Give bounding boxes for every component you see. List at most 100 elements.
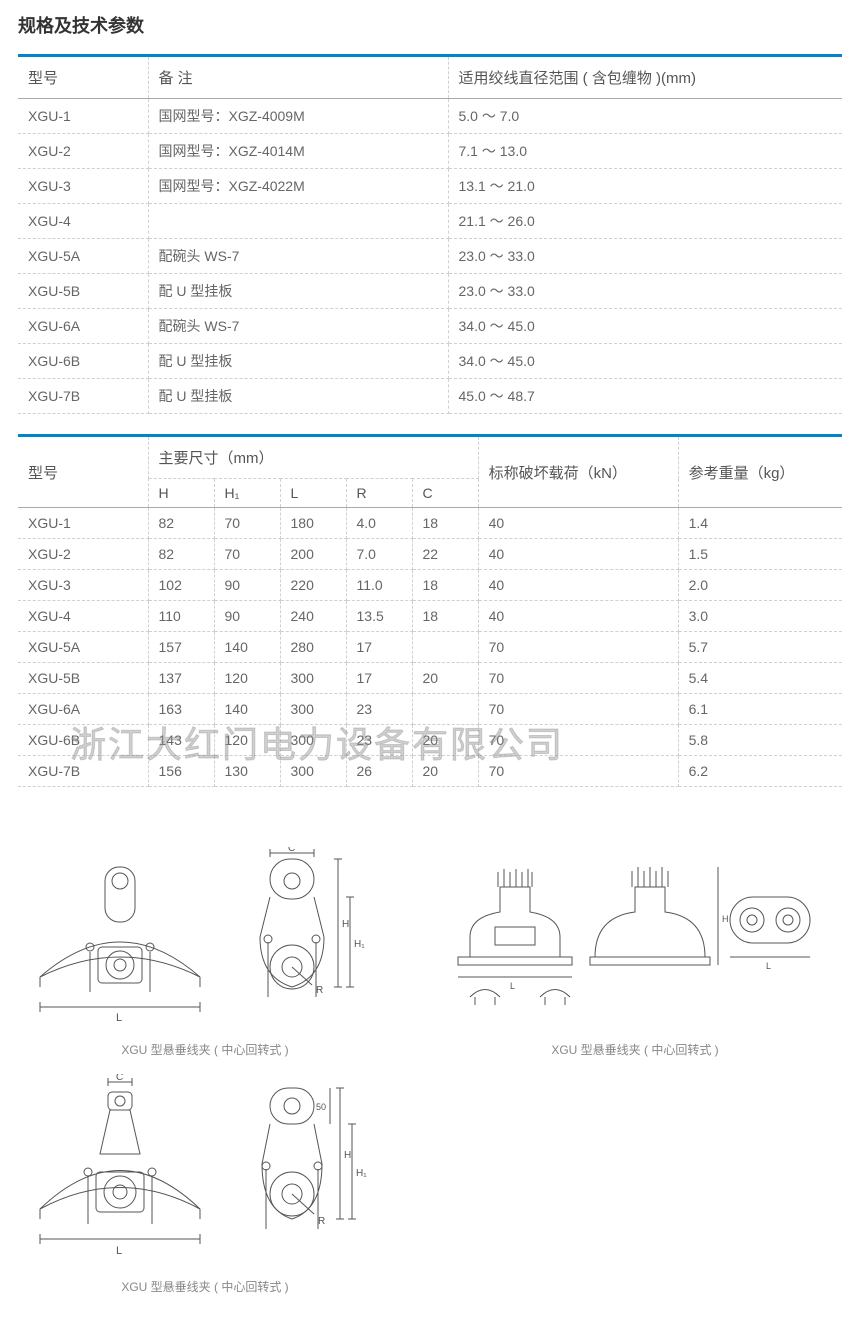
page-title: 规格及技术参数 (0, 0, 860, 54)
th-range: 适用绞线直径范围 ( 含包缠物 )(mm) (448, 56, 842, 99)
cell: 21.1 ～ 26.0 (448, 204, 842, 239)
cell: 配 U 型挂板 (148, 379, 448, 414)
cell: 300 (280, 725, 346, 756)
cell: 137 (148, 663, 214, 694)
cell: 20 (412, 663, 478, 694)
svg-text:H₁: H₁ (354, 939, 365, 950)
svg-text:H: H (722, 914, 729, 924)
th-C: C (412, 479, 478, 508)
cell: 82 (148, 508, 214, 539)
cell: 200 (280, 539, 346, 570)
table-row: XGU-6A配碗头 WS-734.0 ～ 45.0 (18, 309, 842, 344)
table-row: XGU-3国网型号：XGZ-4022M13.1 ～ 21.0 (18, 169, 842, 204)
svg-text:H₁: H₁ (356, 1168, 367, 1179)
cell: 5.4 (678, 663, 842, 694)
cell: 23.0 ～ 33.0 (448, 274, 842, 309)
table-row: XGU-421.1 ～ 26.0 (18, 204, 842, 239)
cell: 240 (280, 601, 346, 632)
cell: 11.0 (346, 570, 412, 601)
cell: 18 (412, 570, 478, 601)
svg-text:R: R (316, 985, 323, 996)
diagram-area: L C H (0, 807, 860, 1321)
cell: 22 (412, 539, 478, 570)
cell: 157 (148, 632, 214, 663)
cell: 70 (478, 632, 678, 663)
table-row: XGU-6A16314030023706.1 (18, 694, 842, 725)
cell: 23 (346, 694, 412, 725)
cell: XGU-7B (18, 756, 148, 787)
cell: 7.1 ～ 13.0 (448, 134, 842, 169)
th-L: L (280, 479, 346, 508)
cell: 90 (214, 570, 280, 601)
cell: 90 (214, 601, 280, 632)
cell: 17 (346, 663, 412, 694)
cell: 13.1 ～ 21.0 (448, 169, 842, 204)
cell: 1.4 (678, 508, 842, 539)
cell: 7.0 (346, 539, 412, 570)
cell (148, 204, 448, 239)
cell: 163 (148, 694, 214, 725)
cell: XGU-6B (18, 344, 148, 379)
cell: 70 (214, 508, 280, 539)
cell (412, 632, 478, 663)
cell: 40 (478, 508, 678, 539)
svg-text:C: C (116, 1074, 123, 1083)
th-model: 型号 (18, 436, 148, 508)
th-load: 标称破坏载荷（kN） (478, 436, 678, 508)
cell: XGU-5A (18, 239, 148, 274)
cell: 配碗头 WS-7 (148, 239, 448, 274)
table-row: XGU-5A配碗头 WS-723.0 ～ 33.0 (18, 239, 842, 274)
cell: 110 (148, 601, 214, 632)
cell: 70 (478, 663, 678, 694)
diagram-caption: XGU 型悬垂线夹 ( 中心回转式 ) (30, 1278, 380, 1295)
cell: 34.0 ～ 45.0 (448, 344, 842, 379)
table-row: XGU-5B配 U 型挂板23.0 ～ 33.0 (18, 274, 842, 309)
cell: 280 (280, 632, 346, 663)
cell: 17 (346, 632, 412, 663)
cell: 6.2 (678, 756, 842, 787)
cell: 23 (346, 725, 412, 756)
table-row: XGU-5A15714028017705.7 (18, 632, 842, 663)
svg-text:R: R (318, 1216, 325, 1227)
table-row: XGU-1国网型号：XGZ-4009M5.0 ～ 7.0 (18, 99, 842, 134)
table-row: XGU-41109024013.518403.0 (18, 601, 842, 632)
th-R: R (346, 479, 412, 508)
cell: 102 (148, 570, 214, 601)
cell: 34.0 ～ 45.0 (448, 309, 842, 344)
cell: 5.0 ～ 7.0 (448, 99, 842, 134)
cell: 18 (412, 508, 478, 539)
cell: 120 (214, 663, 280, 694)
table-row: XGU-7B配 U 型挂板45.0 ～ 48.7 (18, 379, 842, 414)
diagram-1: L C H (30, 847, 380, 1058)
th-model: 型号 (18, 56, 148, 99)
cell: 18 (412, 601, 478, 632)
diagram-caption: XGU 型悬垂线夹 ( 中心回转式 ) (450, 1041, 820, 1058)
cell: 23.0 ～ 33.0 (448, 239, 842, 274)
cell: XGU-3 (18, 570, 148, 601)
cell: 143 (148, 725, 214, 756)
table-row: XGU-182701804.018401.4 (18, 508, 842, 539)
drawing-xgu-alt-views: L H L (450, 847, 820, 1027)
cell: 5.7 (678, 632, 842, 663)
th-dim-group: 主要尺寸（mm） (148, 436, 478, 479)
cell: 140 (214, 632, 280, 663)
cell: 300 (280, 694, 346, 725)
table-row: XGU-5B1371203001720705.4 (18, 663, 842, 694)
spec-table-2: 型号 主要尺寸（mm） 标称破坏载荷（kN） 参考重量（kg） H H₁ L R… (18, 434, 842, 787)
cell: XGU-6A (18, 309, 148, 344)
svg-text:L: L (116, 1245, 122, 1257)
cell: 300 (280, 756, 346, 787)
cell: XGU-5B (18, 274, 148, 309)
cell: 130 (214, 756, 280, 787)
cell: XGU-6A (18, 694, 148, 725)
cell: 20 (412, 756, 478, 787)
cell: 3.0 (678, 601, 842, 632)
cell: 120 (214, 725, 280, 756)
cell: 45.0 ～ 48.7 (448, 379, 842, 414)
cell: 40 (478, 539, 678, 570)
cell: 140 (214, 694, 280, 725)
table-row: XGU-2国网型号：XGZ-4014M7.1 ～ 13.0 (18, 134, 842, 169)
svg-text:H: H (344, 1150, 351, 1161)
cell: 配 U 型挂板 (148, 274, 448, 309)
svg-text:C: C (288, 847, 295, 854)
